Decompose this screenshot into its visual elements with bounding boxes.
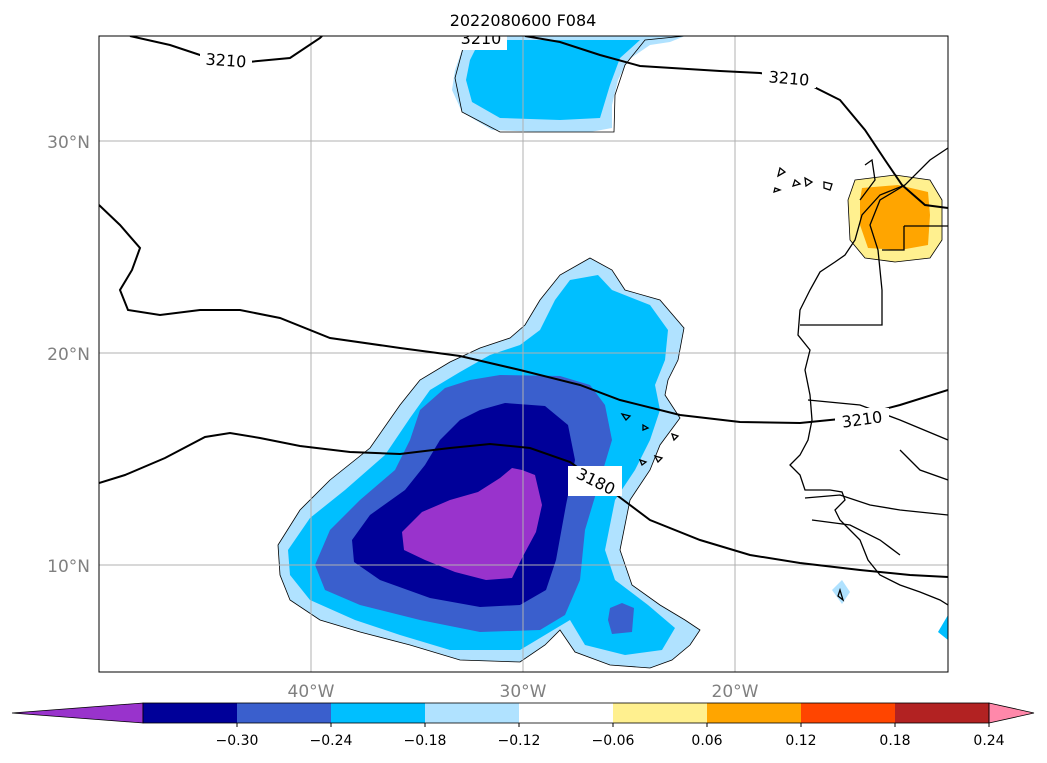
height-contours — [99, 36, 948, 578]
colorbar-segment — [895, 703, 990, 723]
colorbar-tick-label: −0.12 — [498, 733, 541, 749]
map-content: 3210 3210 3210 3210 3180 — [99, 29, 948, 672]
lon-label-20w: 20°W — [712, 682, 759, 702]
lat-label-30n: 30°N — [47, 133, 90, 153]
colorbar-extend-high — [988, 702, 1035, 724]
colorbar-extend-low — [11, 702, 144, 724]
colorbar-segment — [143, 703, 238, 723]
contour-label-3210-ne: 3210 — [768, 67, 810, 89]
colorbar-segment — [425, 703, 520, 723]
colorbar-tick-label: 0.18 — [879, 733, 910, 749]
colorbar-tick-label: 0.06 — [691, 733, 722, 749]
colorbar-segment — [707, 703, 802, 723]
colorbar-segment — [331, 703, 426, 723]
colorbar-segment — [613, 703, 708, 723]
colorbar: −0.30 −0.24 −0.18 −0.12 −0.06 0.06 0.12 0.18 0.2… — [11, 702, 1035, 749]
map-frame — [98, 35, 949, 673]
coastlines — [620, 147, 948, 606]
lon-label-30w: 30°W — [500, 682, 547, 702]
colorbar-frame — [142, 702, 990, 724]
lat-label-20n: 20°N — [47, 345, 90, 365]
colorbar-segment — [237, 703, 332, 723]
colorbar-segment — [519, 703, 614, 723]
contour-label-3210-n: 3210 — [461, 29, 502, 48]
colorbar-tick-label: 0.12 — [785, 733, 816, 749]
anomaly-blob-north — [452, 36, 686, 133]
colorbar-tick-label: 0.24 — [973, 733, 1004, 749]
colorbar-tick-label: −0.18 — [404, 733, 447, 749]
colorbar-tick-label: −0.06 — [592, 733, 635, 749]
anomaly-blob-edge — [938, 615, 948, 640]
figure-title: 2022080600 F084 — [450, 11, 597, 30]
graticule — [99, 36, 948, 672]
colorbar-segment — [801, 703, 896, 723]
colorbar-tick-label: −0.30 — [216, 733, 259, 749]
contour-label-gaps — [200, 36, 889, 496]
contour-label-3210-nw: 3210 — [205, 50, 247, 72]
lon-label-40w: 40°W — [288, 682, 335, 702]
lat-label-10n: 10°N — [47, 557, 90, 577]
anomaly-blob-positive — [847, 174, 943, 263]
colorbar-tick-label: −0.24 — [310, 733, 353, 749]
